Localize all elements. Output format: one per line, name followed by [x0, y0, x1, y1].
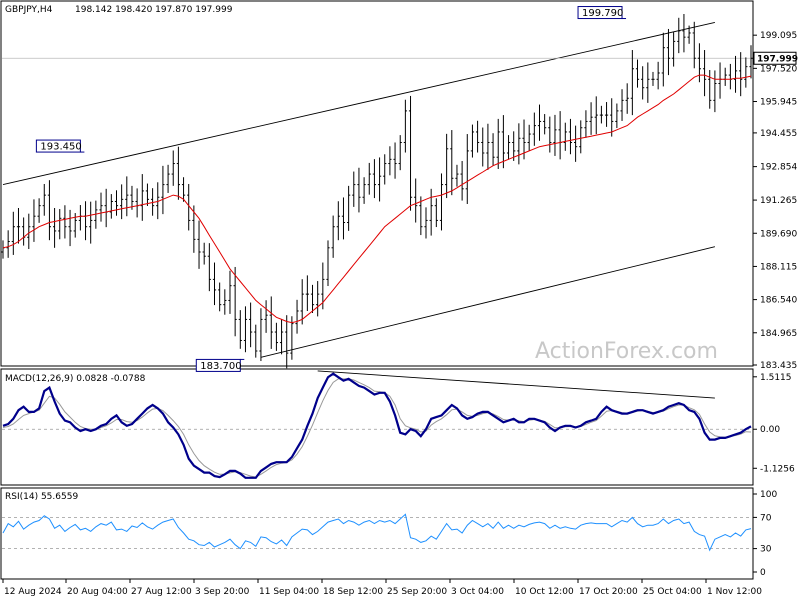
watermark: ActionForex.com — [535, 339, 718, 364]
macd-line — [2, 372, 752, 479]
macd-trendline — [317, 370, 715, 399]
x-tick-label: 17 Oct 20:00 — [579, 587, 638, 597]
rsi-y-tick-label: 0 — [760, 568, 766, 578]
macd-y-tick-label: -1.1256 — [760, 464, 795, 474]
rsi-line — [2, 513, 752, 552]
x-tick-label: 20 Aug 04:00 — [67, 587, 128, 597]
current-price-tag-label: 197.999 — [757, 54, 798, 64]
x-tick-label: 25 Sep 20:00 — [387, 587, 447, 597]
rsi-y-tick-label: 70 — [760, 513, 772, 523]
price-annotation-box — [35, 139, 81, 153]
price-annotation-label: 183.700 — [200, 361, 241, 372]
price-y-tick-label: 194.455 — [760, 129, 797, 139]
x-tick-label: 25 Oct 04:00 — [643, 587, 702, 597]
ohlc-readout: 198.142 198.420 197.870 197.999 — [75, 5, 233, 15]
channel-lower-line — [260, 246, 715, 358]
macd-y-tick-label: 1.5115 — [760, 373, 792, 383]
price-annotation-label: 199.790 — [582, 8, 623, 19]
price-y-tick-label: 186.540 — [760, 296, 797, 306]
moving-average-line — [2, 74, 752, 324]
x-tick-label: 18 Sep 12:00 — [323, 587, 383, 597]
macd-y-tick-label: 0.00 — [760, 425, 780, 435]
rsi-panel-frame — [0, 487, 754, 580]
rsi-y-tick-label: 30 — [760, 545, 772, 555]
price-annotation-box — [195, 358, 241, 372]
price-annotation-label: 193.450 — [40, 142, 81, 153]
price-annotation-box — [577, 6, 623, 20]
symbol-label: GBPJPY,H4 — [5, 5, 53, 15]
price-y-tick-label: 195.945 — [760, 98, 797, 108]
price-panel-frame — [0, 0, 754, 367]
rsi-label: RSI(14) 55.6559 — [5, 492, 78, 502]
price-y-tick-label: 197.520 — [760, 64, 797, 74]
x-tick-label: 27 Aug 12:00 — [131, 587, 192, 597]
x-tick-label: 11 Sep 04:00 — [259, 587, 319, 597]
x-tick-label: 12 Aug 2024 — [4, 587, 62, 597]
x-tick-label: 1 Nov 12:00 — [707, 587, 762, 597]
price-y-tick-label: 191.265 — [760, 196, 797, 206]
channel-upper-line — [2, 21, 715, 186]
price-y-tick-label: 188.115 — [760, 262, 797, 272]
macd-label: MACD(12,26,9) 0.0828 -0.0788 — [5, 374, 146, 384]
price-y-tick-label: 184.965 — [760, 329, 797, 339]
x-tick-label: 3 Oct 04:00 — [451, 587, 504, 597]
price-y-tick-label: 189.690 — [760, 229, 797, 239]
x-tick-label: 3 Sep 20:00 — [195, 587, 250, 597]
current-price-tag — [753, 51, 797, 65]
macd-panel-frame — [0, 368, 754, 486]
price-y-tick-label: 192.854 — [760, 163, 797, 173]
price-y-tick-label: 199.095 — [760, 31, 797, 41]
rsi-y-tick-label: 100 — [760, 490, 777, 500]
price-y-tick-label: 183.435 — [760, 361, 797, 371]
x-tick-label: 10 Oct 12:00 — [515, 587, 574, 597]
